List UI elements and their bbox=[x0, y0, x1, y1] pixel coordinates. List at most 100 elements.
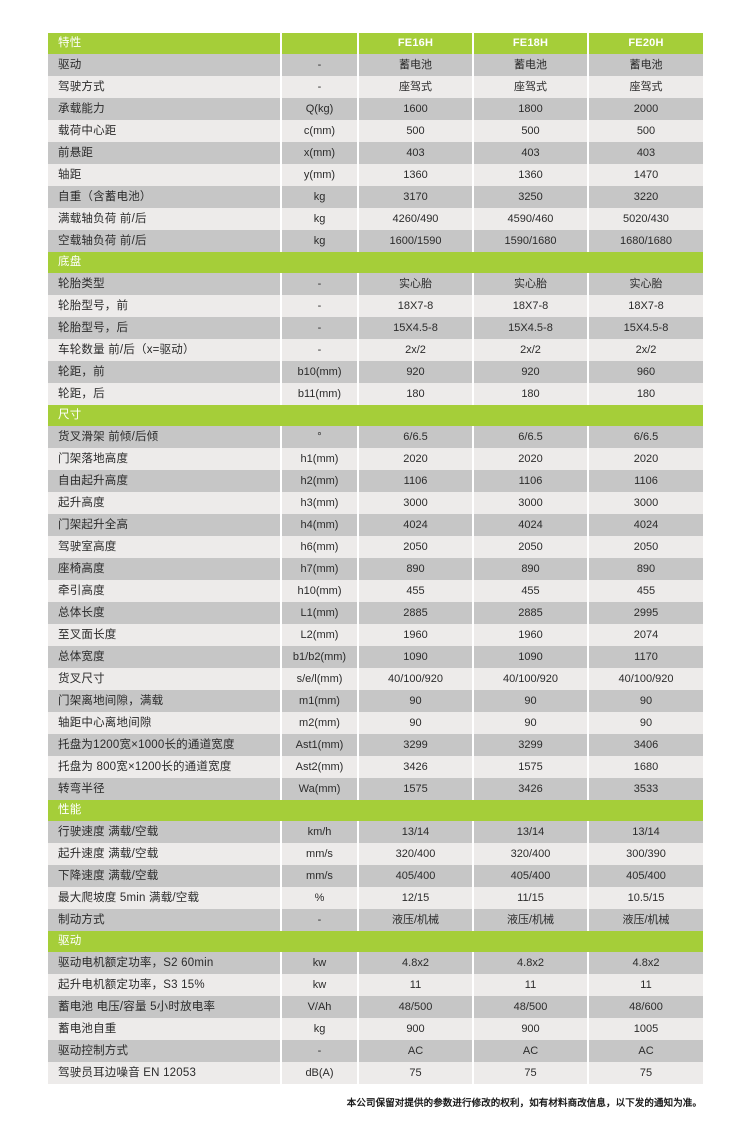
row-value-1: 890 bbox=[357, 558, 473, 580]
row-value-1: 1575 bbox=[357, 778, 473, 800]
row-label: 轴距 bbox=[48, 164, 281, 186]
row-label: 载荷中心距 bbox=[48, 120, 281, 142]
row-unit: L1(mm) bbox=[280, 602, 359, 624]
row-value-3: 1680/1680 bbox=[587, 230, 703, 252]
row-value-3: 40/100/920 bbox=[587, 668, 703, 690]
row-value-3: 90 bbox=[587, 690, 703, 712]
row-value-1: 4.8x2 bbox=[357, 952, 473, 974]
row-value-1: 90 bbox=[357, 712, 473, 734]
row-value-2: 75 bbox=[472, 1062, 588, 1084]
row-unit: m1(mm) bbox=[280, 690, 359, 712]
row-value-3: 4.8x2 bbox=[587, 952, 703, 974]
row-unit: V/Ah bbox=[280, 996, 359, 1018]
row-label: 驾驶方式 bbox=[48, 76, 281, 98]
row-value-2: 11/15 bbox=[472, 887, 588, 909]
row-value-1: 13/14 bbox=[357, 821, 473, 843]
row-value-3: 15X4.5-8 bbox=[587, 317, 703, 339]
row-value-1: 40/100/920 bbox=[357, 668, 473, 690]
row-value-1: 座驾式 bbox=[357, 76, 473, 98]
section-title: 驱动 bbox=[48, 931, 703, 952]
table-row: 满载轴负荷 前/后 kg 4260/490 4590/460 5020/430 bbox=[48, 208, 703, 230]
row-value-1: 2020 bbox=[357, 448, 473, 470]
row-value-2: 3299 bbox=[472, 734, 588, 756]
row-unit: kg bbox=[280, 208, 359, 230]
row-value-2: 1106 bbox=[472, 470, 588, 492]
row-label: 空载轴负荷 前/后 bbox=[48, 230, 281, 252]
row-unit: % bbox=[280, 887, 359, 909]
row-value-2: 13/14 bbox=[472, 821, 588, 843]
table-row: 起升速度 满载/空载 mm/s 320/400 320/400 300/390 bbox=[48, 843, 703, 865]
row-value-2: 4590/460 bbox=[472, 208, 588, 230]
row-value-1: 2885 bbox=[357, 602, 473, 624]
row-label: 驾驶室高度 bbox=[48, 536, 281, 558]
row-value-2: 4024 bbox=[472, 514, 588, 536]
table-row: 下降速度 满载/空载 mm/s 405/400 405/400 405/400 bbox=[48, 865, 703, 887]
table-header-row: 特性 FE16H FE18H FE20H bbox=[48, 33, 703, 54]
row-value-1: 900 bbox=[357, 1018, 473, 1040]
row-value-2: 920 bbox=[472, 361, 588, 383]
row-value-1: 6/6.5 bbox=[357, 426, 473, 448]
row-label: 转弯半径 bbox=[48, 778, 281, 800]
row-value-2: 900 bbox=[472, 1018, 588, 1040]
row-value-3: 2020 bbox=[587, 448, 703, 470]
row-value-3: 3406 bbox=[587, 734, 703, 756]
row-value-3: 10.5/15 bbox=[587, 887, 703, 909]
row-value-1: 3000 bbox=[357, 492, 473, 514]
table-row: 制动方式 - 液压/机械 液压/机械 液压/机械 bbox=[48, 909, 703, 931]
row-unit: h1(mm) bbox=[280, 448, 359, 470]
section-header-row: 尺寸 bbox=[48, 405, 703, 426]
table-row: 轮距，前 b10(mm) 920 920 960 bbox=[48, 361, 703, 383]
table-row: 驾驶员耳边噪音 EN 12053 dB(A) 75 75 75 bbox=[48, 1062, 703, 1084]
row-value-1: 500 bbox=[357, 120, 473, 142]
row-label: 至叉面长度 bbox=[48, 624, 281, 646]
row-unit: x(mm) bbox=[280, 142, 359, 164]
row-value-3: 90 bbox=[587, 712, 703, 734]
row-value-3: 48/600 bbox=[587, 996, 703, 1018]
row-value-2: 实心胎 bbox=[472, 273, 588, 295]
row-value-3: 405/400 bbox=[587, 865, 703, 887]
table-row: 总体宽度 b1/b2(mm) 1090 1090 1170 bbox=[48, 646, 703, 668]
row-value-3: 1005 bbox=[587, 1018, 703, 1040]
row-value-3: 455 bbox=[587, 580, 703, 602]
row-value-2: 1090 bbox=[472, 646, 588, 668]
row-unit: kw bbox=[280, 974, 359, 996]
row-value-1: 1600 bbox=[357, 98, 473, 120]
row-label: 起升速度 满载/空载 bbox=[48, 843, 281, 865]
row-value-3: 75 bbox=[587, 1062, 703, 1084]
row-value-1: 3299 bbox=[357, 734, 473, 756]
table-row: 轴距中心离地间隙 m2(mm) 90 90 90 bbox=[48, 712, 703, 734]
row-unit: mm/s bbox=[280, 843, 359, 865]
row-value-1: 1960 bbox=[357, 624, 473, 646]
row-value-3: 18X7-8 bbox=[587, 295, 703, 317]
row-value-1: 4024 bbox=[357, 514, 473, 536]
row-value-3: 1106 bbox=[587, 470, 703, 492]
header-model-1: FE16H bbox=[357, 33, 473, 54]
table-row: 驱动 - 蓄电池 蓄电池 蓄电池 bbox=[48, 54, 703, 76]
row-label: 货叉滑架 前倾/后倾 bbox=[48, 426, 281, 448]
row-label: 门架起升全高 bbox=[48, 514, 281, 536]
row-value-3: 5020/430 bbox=[587, 208, 703, 230]
row-value-3: 2x/2 bbox=[587, 339, 703, 361]
row-unit: mm/s bbox=[280, 865, 359, 887]
row-value-1: 75 bbox=[357, 1062, 473, 1084]
row-unit: - bbox=[280, 273, 359, 295]
row-value-3: 960 bbox=[587, 361, 703, 383]
row-value-2: 1590/1680 bbox=[472, 230, 588, 252]
row-label: 轮距，前 bbox=[48, 361, 281, 383]
row-value-3: 4024 bbox=[587, 514, 703, 536]
row-label: 轴距中心离地间隙 bbox=[48, 712, 281, 734]
row-label: 制动方式 bbox=[48, 909, 281, 931]
row-unit: - bbox=[280, 76, 359, 98]
row-unit: kg bbox=[280, 1018, 359, 1040]
row-value-3: 2995 bbox=[587, 602, 703, 624]
row-value-2: 蓄电池 bbox=[472, 54, 588, 76]
row-unit: y(mm) bbox=[280, 164, 359, 186]
row-unit: s/e/l(mm) bbox=[280, 668, 359, 690]
header-unit-label bbox=[280, 33, 359, 54]
row-unit: L2(mm) bbox=[280, 624, 359, 646]
section-title: 尺寸 bbox=[48, 405, 703, 426]
row-value-1: 3170 bbox=[357, 186, 473, 208]
table-row: 托盘为 800宽×1200长的通道宽度 Ast2(mm) 3426 1575 1680 bbox=[48, 756, 703, 778]
row-value-3: 13/14 bbox=[587, 821, 703, 843]
row-value-1: 12/15 bbox=[357, 887, 473, 909]
